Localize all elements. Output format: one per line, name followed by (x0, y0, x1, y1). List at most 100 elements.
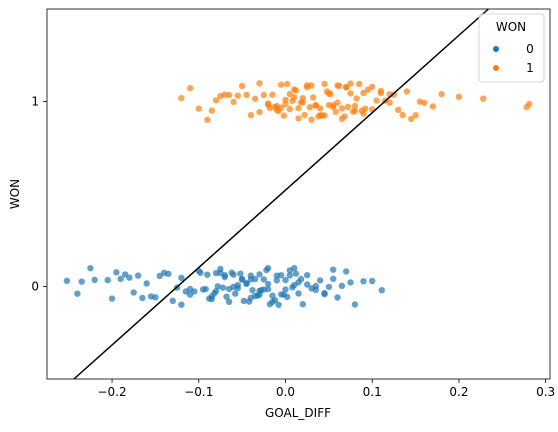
data-point-won-1 (264, 101, 272, 108)
data-point-won-0 (74, 290, 81, 297)
data-point-won-0 (264, 264, 272, 272)
data-point-won-0 (232, 290, 239, 297)
data-point-won-1 (195, 105, 202, 112)
data-point-won-1 (178, 94, 185, 102)
points-layer (63, 80, 533, 308)
data-point-won-0 (338, 282, 346, 289)
data-point-won-0 (225, 298, 233, 305)
data-point-won-1 (301, 111, 308, 119)
data-point-won-0 (202, 285, 209, 293)
data-point-won-1 (282, 100, 289, 108)
data-point-won-1 (362, 105, 369, 112)
data-point-won-0 (78, 278, 85, 285)
data-point-won-0 (286, 272, 293, 279)
data-point-won-0 (247, 272, 254, 279)
x-tick-label: 0.3 (536, 385, 555, 399)
data-point-won-1 (399, 111, 406, 119)
data-point-won-0 (117, 275, 124, 282)
data-point-won-1 (186, 85, 194, 92)
reference-line (73, 8, 489, 380)
data-point-won-1 (234, 92, 241, 99)
x-tick-label: −0.2 (97, 385, 126, 399)
data-point-won-1 (273, 106, 280, 114)
data-point-won-0 (249, 287, 256, 294)
data-point-won-0 (317, 277, 324, 284)
data-point-won-1 (377, 87, 385, 95)
data-point-won-0 (347, 279, 354, 286)
data-point-won-1 (256, 80, 263, 87)
data-point-won-1 (343, 84, 350, 91)
data-point-won-1 (243, 91, 250, 99)
y-tick-label: 0 (31, 280, 39, 294)
x-tick-label: 0.2 (449, 385, 468, 399)
data-point-won-1 (356, 80, 363, 88)
data-point-won-0 (275, 301, 282, 308)
data-point-won-1 (351, 107, 359, 115)
data-point-won-0 (330, 275, 337, 282)
data-point-won-0 (304, 281, 311, 288)
data-point-won-0 (282, 276, 289, 284)
data-point-won-1 (310, 94, 317, 101)
data-point-won-1 (292, 87, 300, 94)
data-point-won-0 (223, 293, 230, 300)
data-point-won-1 (408, 115, 415, 123)
data-point-won-0 (238, 276, 246, 283)
data-point-won-0 (264, 285, 272, 293)
data-point-won-0 (214, 283, 221, 290)
data-point-won-1 (291, 94, 298, 101)
legend: WON 0 1 (478, 13, 545, 83)
data-point-won-0 (369, 277, 376, 285)
data-point-won-1 (334, 82, 341, 89)
data-point-won-0 (240, 297, 248, 305)
data-point-won-0 (251, 275, 259, 283)
legend-marker-1 (493, 65, 499, 71)
axes-frame (46, 8, 551, 380)
data-point-won-0 (264, 280, 272, 288)
data-point-won-0 (234, 285, 241, 292)
legend-marker-0 (493, 46, 499, 52)
data-point-won-1 (321, 80, 328, 88)
data-point-won-0 (104, 276, 111, 284)
data-point-won-0 (212, 287, 220, 295)
data-point-won-1 (373, 97, 380, 104)
data-point-won-0 (217, 269, 224, 277)
legend-label-0: 0 (526, 42, 534, 56)
data-point-won-1 (306, 104, 313, 111)
data-point-won-1 (251, 95, 259, 103)
legend-label-1: 1 (526, 61, 534, 75)
data-point-won-0 (204, 271, 211, 278)
data-point-won-0 (286, 267, 293, 274)
data-point-won-1 (247, 112, 254, 119)
data-point-won-1 (204, 116, 211, 124)
data-point-won-0 (197, 269, 204, 276)
data-point-won-1 (412, 112, 419, 119)
data-point-won-0 (325, 283, 333, 291)
data-point-won-1 (278, 81, 285, 88)
data-point-won-1 (338, 105, 346, 112)
data-point-won-1 (212, 97, 220, 104)
data-point-won-1 (295, 115, 302, 122)
data-point-won-1 (429, 103, 437, 110)
data-point-won-0 (237, 270, 244, 277)
data-point-won-1 (295, 105, 302, 112)
data-point-won-1 (260, 91, 267, 99)
data-point-won-0 (219, 284, 227, 291)
legend-title: WON (496, 20, 526, 34)
data-point-won-1 (238, 82, 246, 90)
data-point-won-0 (152, 294, 159, 301)
data-point-won-1 (347, 80, 354, 87)
data-point-won-1 (360, 89, 367, 97)
data-point-won-1 (395, 106, 402, 114)
data-point-won-1 (304, 82, 311, 89)
x-tick-label: 0.1 (363, 385, 382, 399)
data-point-won-1 (286, 105, 293, 113)
data-point-won-0 (378, 287, 385, 294)
data-point-won-0 (134, 272, 142, 279)
data-point-won-1 (286, 90, 293, 98)
data-point-won-0 (126, 274, 133, 281)
data-point-won-0 (87, 265, 94, 272)
data-point-won-0 (178, 274, 185, 282)
data-point-won-0 (113, 269, 120, 276)
data-point-won-0 (139, 294, 146, 302)
